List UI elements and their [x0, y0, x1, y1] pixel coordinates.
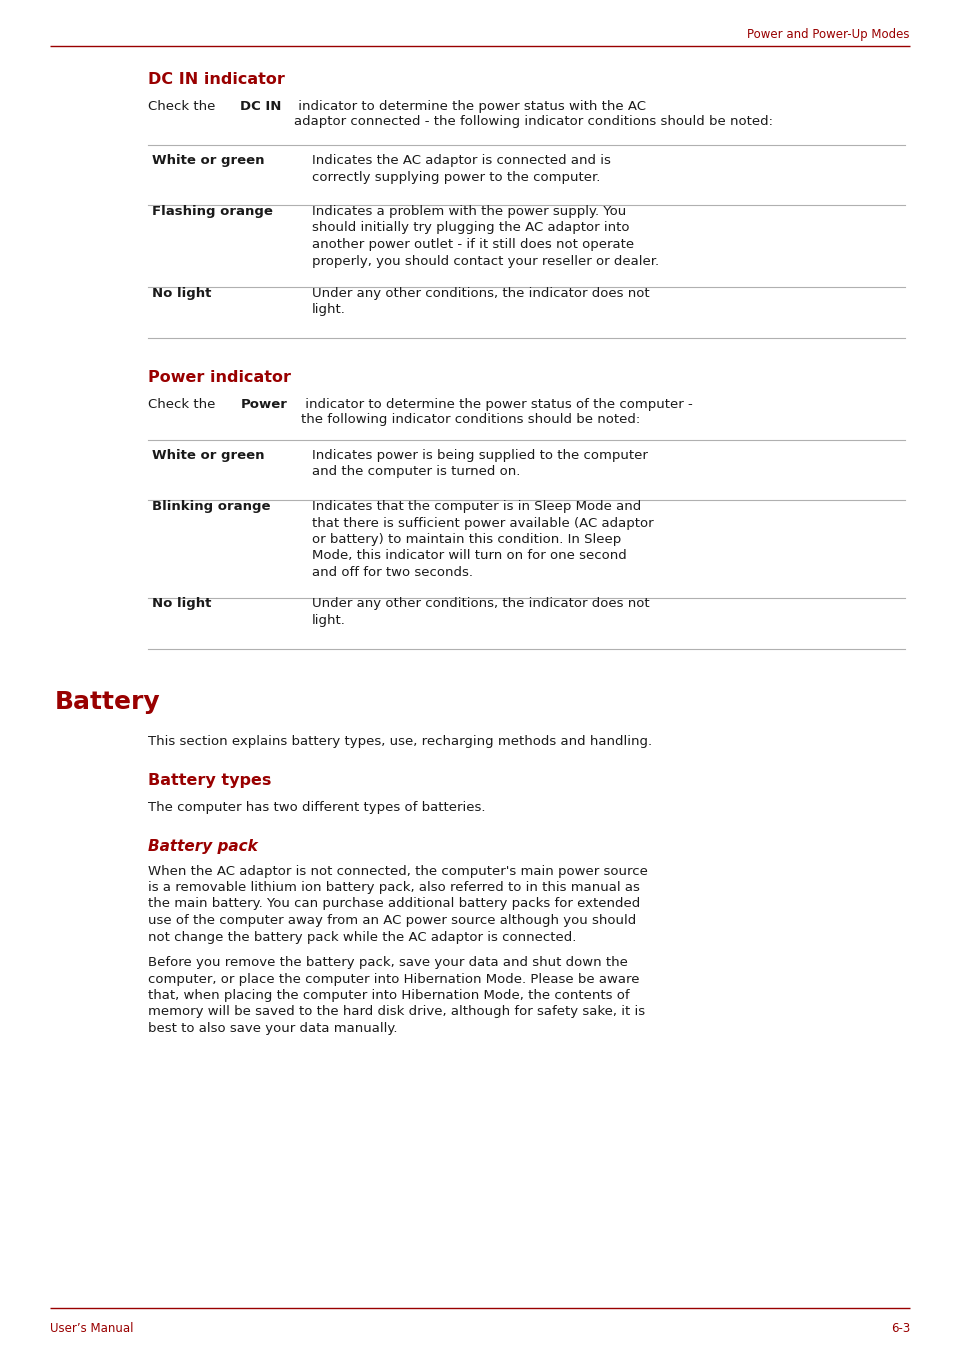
Text: Under any other conditions, the indicator does not
light.: Under any other conditions, the indicato… — [312, 286, 649, 316]
Text: No light: No light — [152, 597, 212, 611]
Text: Battery types: Battery types — [148, 773, 271, 788]
Text: Indicates the AC adaptor is connected and is
correctly supplying power to the co: Indicates the AC adaptor is connected an… — [312, 154, 610, 184]
Text: Power indicator: Power indicator — [148, 370, 291, 385]
Text: Check the: Check the — [148, 399, 219, 411]
Text: The computer has two different types of batteries.: The computer has two different types of … — [148, 801, 485, 813]
Text: Check the: Check the — [148, 100, 219, 113]
Text: Before you remove the battery pack, save your data and shut down the
computer, o: Before you remove the battery pack, save… — [148, 957, 644, 1035]
Text: Indicates power is being supplied to the computer
and the computer is turned on.: Indicates power is being supplied to the… — [312, 449, 647, 478]
Text: Indicates that the computer is in Sleep Mode and
that there is sufficient power : Indicates that the computer is in Sleep … — [312, 500, 653, 580]
Text: This section explains battery types, use, recharging methods and handling.: This section explains battery types, use… — [148, 735, 652, 747]
Text: Indicates a problem with the power supply. You
should initially try plugging the: Indicates a problem with the power suppl… — [312, 205, 659, 267]
Text: No light: No light — [152, 286, 212, 300]
Text: Power and Power-Up Modes: Power and Power-Up Modes — [747, 28, 909, 41]
Text: Blinking orange: Blinking orange — [152, 500, 271, 513]
Text: Flashing orange: Flashing orange — [152, 205, 273, 218]
Text: White or green: White or green — [152, 154, 264, 168]
Text: indicator to determine the power status of the computer -
the following indicato: indicator to determine the power status … — [300, 399, 692, 426]
Text: DC IN indicator: DC IN indicator — [148, 72, 285, 86]
Text: Under any other conditions, the indicator does not
light.: Under any other conditions, the indicato… — [312, 597, 649, 627]
Text: 6-3: 6-3 — [890, 1323, 909, 1335]
Text: Battery: Battery — [55, 690, 160, 715]
Text: DC IN: DC IN — [240, 100, 281, 113]
Text: indicator to determine the power status with the AC
adaptor connected - the foll: indicator to determine the power status … — [294, 100, 772, 128]
Text: Battery pack: Battery pack — [148, 839, 257, 854]
Text: White or green: White or green — [152, 449, 264, 462]
Text: User’s Manual: User’s Manual — [50, 1323, 133, 1335]
Text: When the AC adaptor is not connected, the computer's main power source
is a remo: When the AC adaptor is not connected, th… — [148, 865, 647, 943]
Text: Power: Power — [240, 399, 287, 411]
